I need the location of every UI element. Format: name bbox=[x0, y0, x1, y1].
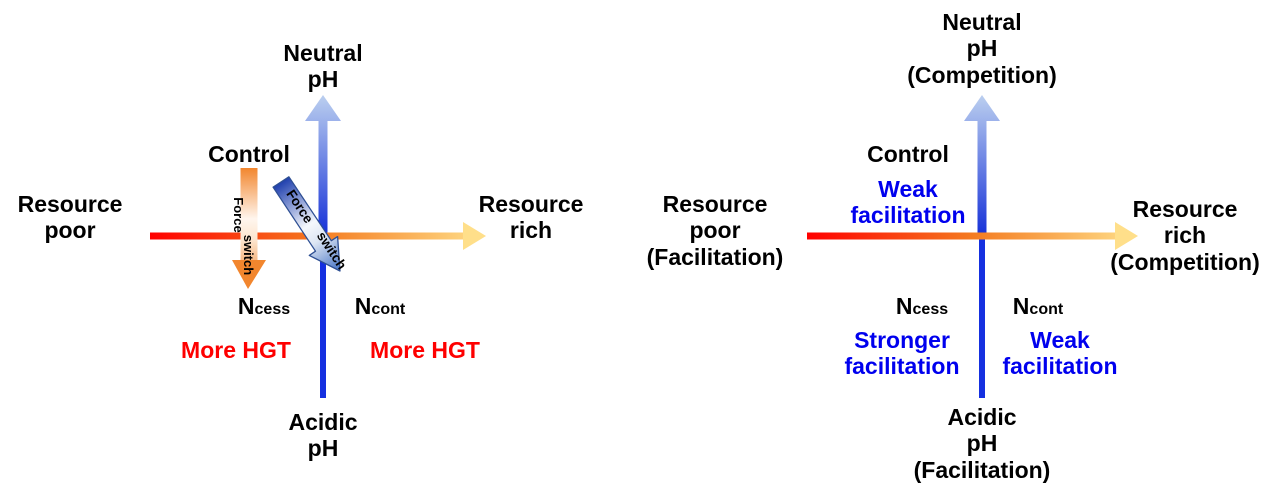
svg-text:switch: switch bbox=[241, 235, 256, 276]
svg-text:Force: Force bbox=[231, 197, 246, 232]
